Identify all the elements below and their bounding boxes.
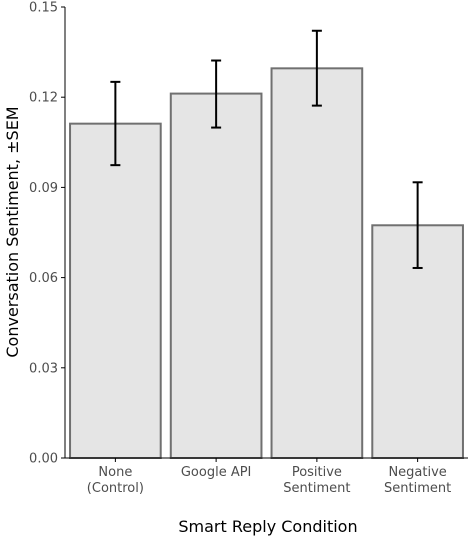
axes (64, 7, 468, 459)
y-tick-label: 0.03 (29, 361, 58, 376)
y-axis-ticks: 0.00 0.03 0.06 0.09 0.12 0.15 (29, 1, 65, 467)
bar (69, 122, 162, 460)
bars (69, 67, 464, 460)
y-axis-title: Conversation Sentiment, ±SEM (3, 106, 22, 357)
x-axis-ticks: None(Control)Google API PositiveSentiment… (87, 458, 451, 496)
bar (270, 67, 364, 459)
y-tick-label: 0.00 (29, 452, 58, 467)
y-tick-label: 0.06 (29, 271, 58, 286)
x-tick-label: Google API (181, 465, 252, 480)
x-tick-label: None (98, 465, 132, 480)
x-tick-label: Positive (292, 465, 342, 480)
x-tick-label: (Control) (87, 481, 144, 496)
x-axis-title: Smart Reply Condition (178, 517, 357, 536)
x-tick-label: Sentiment (283, 481, 350, 496)
error-bars (110, 29, 423, 269)
y-tick-label: 0.12 (29, 91, 58, 106)
x-tick-label: Sentiment (384, 481, 451, 496)
x-tick-label: Negative (388, 465, 446, 480)
y-tick-label: 0.15 (29, 1, 58, 16)
y-tick-label: 0.09 (29, 181, 58, 196)
bar (169, 92, 263, 459)
